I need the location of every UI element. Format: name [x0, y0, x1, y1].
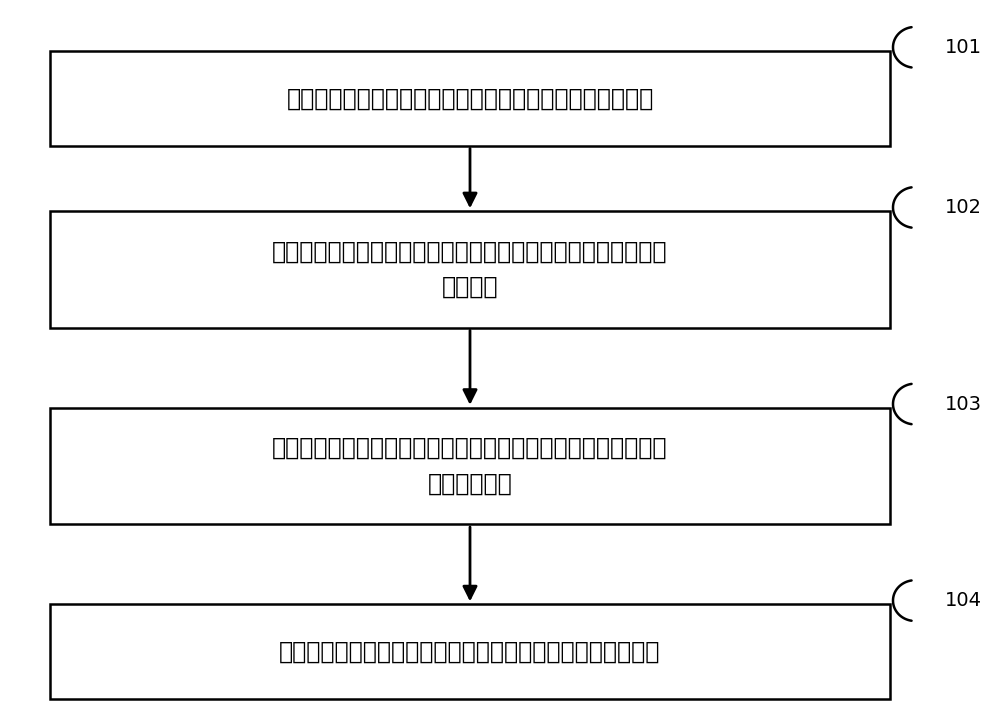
- Text: 根据钢轨接头轨缝区域，基于边缘检测，识别钢轨接头轨缝的上
边缘和下边缘: 根据钢轨接头轨缝区域，基于边缘检测，识别钢轨接头轨缝的上 边缘和下边缘: [272, 436, 668, 496]
- Text: 102: 102: [945, 198, 982, 217]
- Text: 101: 101: [945, 38, 982, 57]
- Bar: [50, 408, 890, 524]
- Bar: [50, 51, 890, 146]
- Text: 根据钢轨顶面区域的像素灰度，从钢轨顶面区域中确定钢轨接头
轨缝区域: 根据钢轨顶面区域的像素灰度，从钢轨顶面区域中确定钢轨接头 轨缝区域: [272, 240, 668, 299]
- Text: 103: 103: [945, 395, 982, 414]
- Bar: [50, 211, 890, 328]
- Bar: [50, 604, 890, 699]
- Text: 根据轨道图像的像素灰度，从轨道图像中确定钢轨顶面区域: 根据轨道图像的像素灰度，从轨道图像中确定钢轨顶面区域: [286, 87, 654, 110]
- Text: 根据钢轨接头轨缝的上边缘和下边缘，确定钢轨接头轨缝宽度: 根据钢轨接头轨缝的上边缘和下边缘，确定钢轨接头轨缝宽度: [279, 640, 661, 663]
- Text: 104: 104: [945, 591, 982, 610]
